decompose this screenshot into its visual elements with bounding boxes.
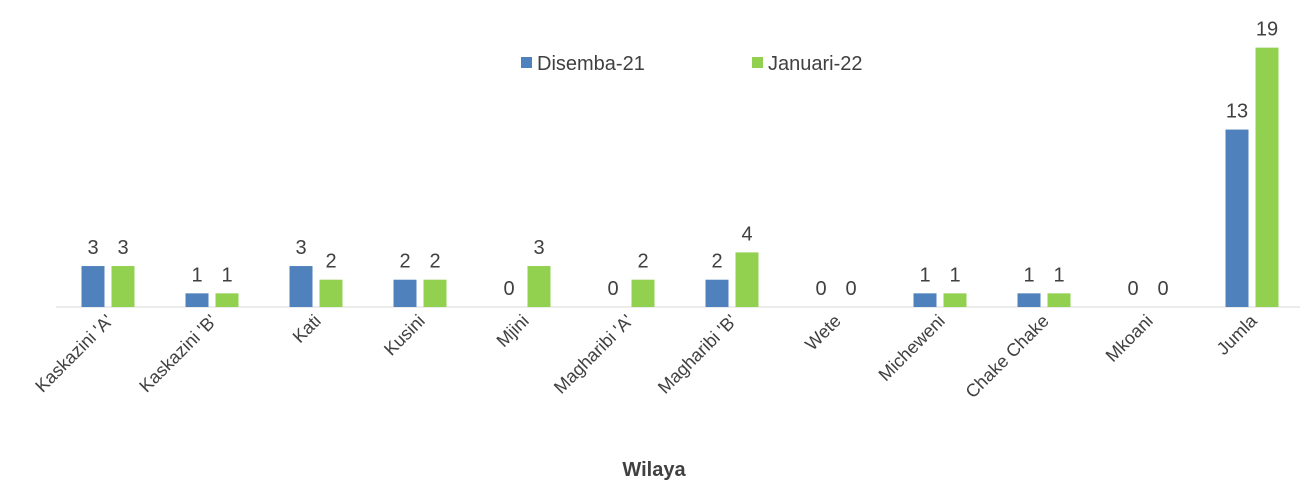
- x-tick-label: Jumla: [1213, 310, 1262, 359]
- x-tick-label: Mkoani: [1102, 311, 1157, 366]
- data-label: 2: [711, 251, 722, 273]
- x-tick-label: Wete: [801, 311, 845, 355]
- x-tick-label: Kaskazini 'A': [31, 311, 117, 397]
- data-label: 0: [845, 278, 856, 300]
- bar: [1017, 293, 1041, 307]
- data-label: 2: [325, 251, 336, 273]
- data-label: 0: [607, 278, 618, 300]
- data-label: 1: [919, 264, 930, 286]
- data-label: 1: [191, 264, 202, 286]
- data-label: 3: [87, 237, 98, 259]
- data-label: 0: [503, 278, 514, 300]
- data-label: 0: [815, 278, 826, 300]
- bar: [111, 266, 135, 307]
- data-label: 0: [1127, 278, 1138, 300]
- bar: [393, 279, 417, 307]
- bar: [1225, 129, 1249, 307]
- x-tick-label: Magharibi 'B': [654, 311, 741, 398]
- bar: [943, 293, 967, 307]
- bar: [705, 279, 729, 307]
- data-label: 3: [295, 237, 306, 259]
- data-label: 1: [949, 264, 960, 286]
- bar: [423, 279, 447, 307]
- bar: [81, 266, 105, 307]
- x-tick-label: Magharibi 'A': [550, 311, 637, 398]
- bar: [1047, 293, 1071, 307]
- x-tick-label: Mjini: [493, 311, 533, 351]
- data-label: 3: [533, 237, 544, 259]
- data-label: 1: [1053, 264, 1064, 286]
- data-label: 1: [221, 264, 232, 286]
- bar: [215, 293, 239, 307]
- x-tick-label: Micheweni: [875, 311, 949, 385]
- legend-label: Disemba-21: [537, 53, 645, 75]
- legend-swatch: [521, 57, 532, 68]
- x-tick-label: Kaskazini 'B': [135, 311, 221, 397]
- x-tick-label: Kati: [289, 311, 325, 347]
- data-label: 19: [1256, 19, 1278, 41]
- data-label: 2: [429, 251, 440, 273]
- bar: [289, 266, 313, 307]
- bar: [185, 293, 209, 307]
- x-axis-title: Wilaya: [622, 459, 686, 481]
- legend-label: Januari-22: [768, 53, 863, 75]
- data-label: 2: [399, 251, 410, 273]
- data-label: 4: [741, 223, 752, 245]
- bar: [319, 279, 343, 307]
- data-label: 0: [1157, 278, 1168, 300]
- bar: [631, 279, 655, 307]
- data-label: 3: [117, 237, 128, 259]
- x-tick-label: Kusini: [380, 311, 429, 360]
- x-tick-label: Chake Chake: [962, 311, 1053, 402]
- data-label: 2: [637, 251, 648, 273]
- bar: [1255, 47, 1279, 308]
- bar: [527, 266, 551, 307]
- data-label: 13: [1226, 101, 1248, 123]
- data-label: 1: [1023, 264, 1034, 286]
- bar: [735, 252, 759, 307]
- bar: [913, 293, 937, 307]
- legend-swatch: [752, 57, 763, 68]
